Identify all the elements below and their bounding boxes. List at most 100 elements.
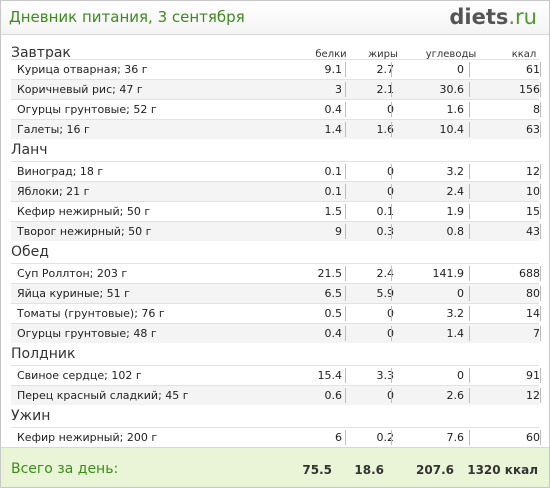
food-kcal: 7: [533, 327, 540, 340]
food-name: Суп Роллтон; 203 г: [17, 267, 128, 280]
total-fat: 18.6: [354, 463, 384, 477]
food-name: Свиное сердце; 102 г: [17, 369, 142, 382]
food-kcal: 8: [533, 103, 540, 116]
column-divider: [540, 82, 541, 97]
food-name: Курица отварная; 36 г: [17, 63, 148, 76]
column-divider: [540, 368, 541, 383]
column-divider: [345, 306, 346, 321]
food-kcal: 15: [526, 205, 540, 218]
column-divider: [469, 430, 470, 445]
meals-table: Завтрак белки жиры углеводы ккал Курица отвар…: [1, 39, 549, 447]
meal-title: Ланч: [11, 142, 48, 158]
food-kcal: 63: [526, 123, 540, 136]
food-kcal: 43: [526, 225, 540, 238]
column-divider: [469, 388, 470, 403]
column-divider: [345, 326, 346, 341]
food-protein: 0.1: [324, 185, 343, 198]
column-divider: [345, 224, 346, 239]
column-divider: [540, 326, 541, 341]
column-carbs: углеводы: [425, 49, 477, 60]
column-divider: [540, 102, 541, 117]
food-name: Яблоки; 21 г: [17, 185, 90, 198]
column-divider: [540, 122, 541, 137]
column-divider: [345, 102, 346, 117]
site-logo[interactable]: diets.ru: [449, 5, 537, 29]
food-fat: 0: [334, 307, 394, 320]
column-divider: [469, 286, 470, 301]
column-divider: [540, 266, 541, 281]
food-carbs: 10.4: [439, 123, 465, 136]
food-fat: 2.7: [376, 63, 395, 76]
food-carbs: 7.6: [446, 431, 465, 444]
column-divider: [540, 204, 541, 219]
page-title: Дневник питания, 3 сентября: [9, 8, 245, 26]
meal-section: Завтрак белки жиры углеводы ккал Курица отвар…: [1, 39, 549, 139]
column-divider: [345, 266, 346, 281]
column-divider: [391, 184, 392, 199]
food-protein: 6: [335, 431, 342, 444]
food-row: Перец красный сладкий; 45 г 0.60 2.6 12: [11, 385, 541, 405]
column-divider: [391, 164, 392, 179]
column-divider: [469, 326, 470, 341]
column-divider: [469, 102, 470, 117]
food-protein: 1.4: [324, 123, 343, 136]
column-divider: [540, 164, 541, 179]
food-protein: 6.5: [324, 287, 343, 300]
food-fat: 1.6: [376, 123, 395, 136]
column-divider: [345, 184, 346, 199]
food-fat: 3.3: [376, 369, 395, 382]
logo-tld: .ru: [508, 5, 537, 29]
food-fat: 5.9: [376, 287, 395, 300]
food-row: Кефир нежирный; 200 г 6 0.2 7.6 60: [11, 427, 541, 447]
food-kcal: 80: [526, 287, 540, 300]
column-divider: [540, 184, 541, 199]
food-carbs: 1.9: [446, 205, 465, 218]
totals-label: Всего за день:: [11, 461, 119, 477]
column-divider: [540, 62, 541, 77]
food-row: Огурцы грунтовые; 52 г 0.40 1.6 8: [11, 99, 541, 119]
column-divider: [391, 368, 392, 383]
meal-title: Обед: [11, 244, 49, 260]
food-kcal: 61: [526, 63, 540, 76]
column-divider: [391, 102, 392, 117]
food-kcal: 14: [526, 307, 540, 320]
meal-title: Полдник: [11, 346, 76, 362]
food-name: Кефир нежирный; 50 г: [17, 205, 151, 218]
food-row: Галеты; 16 г 1.4 1.6 10.4 63: [11, 119, 541, 139]
column-divider: [391, 430, 392, 445]
food-name: Огурцы грунтовые; 48 г: [17, 327, 157, 340]
meal-title: Ужин: [11, 408, 51, 424]
column-divider: [469, 164, 470, 179]
food-carbs: 1.6: [446, 103, 465, 116]
column-divider: [469, 266, 470, 281]
column-divider: [469, 306, 470, 321]
food-carbs: 1.4: [446, 327, 465, 340]
column-divider: [345, 368, 346, 383]
food-carbs: 3.2: [446, 165, 465, 178]
food-row: Кефир нежирный; 50 г 1.5 0.1 1.9 15: [11, 201, 541, 221]
food-name: Огурцы грунтовые; 52 г: [17, 103, 157, 116]
food-fat: 0: [334, 389, 394, 402]
food-protein: 21.5: [317, 267, 343, 280]
food-carbs: 0: [457, 369, 464, 382]
food-fat: 0: [334, 165, 394, 178]
food-protein: 15.4: [317, 369, 343, 382]
food-name: Кефир нежирный; 200 г: [17, 431, 158, 444]
food-name: Томаты (грунтовые); 76 г: [17, 307, 165, 320]
column-divider: [391, 122, 392, 137]
food-row: Виноград; 18 г 0.10 3.2 12: [11, 161, 541, 181]
column-divider: [391, 286, 392, 301]
column-divider: [345, 286, 346, 301]
food-row: Коричневый рис; 47 г 3 2.1 30.6 156: [11, 79, 541, 99]
food-protein: 0.5: [324, 307, 343, 320]
column-divider: [469, 368, 470, 383]
column-divider: [345, 164, 346, 179]
food-carbs: 141.9: [432, 267, 465, 280]
food-fat: 0: [334, 327, 394, 340]
meal-section: Обед Суп Роллтон; 203 г 21.5 2.4 141.9 688 Яйц…: [1, 241, 549, 343]
food-row: Яблоки; 21 г 0.10 2.4 10: [11, 181, 541, 201]
food-row: Курица отварная; 36 г 9.1 2.7 0 61: [11, 59, 541, 79]
column-divider: [469, 184, 470, 199]
food-protein: 0.4: [324, 103, 343, 116]
